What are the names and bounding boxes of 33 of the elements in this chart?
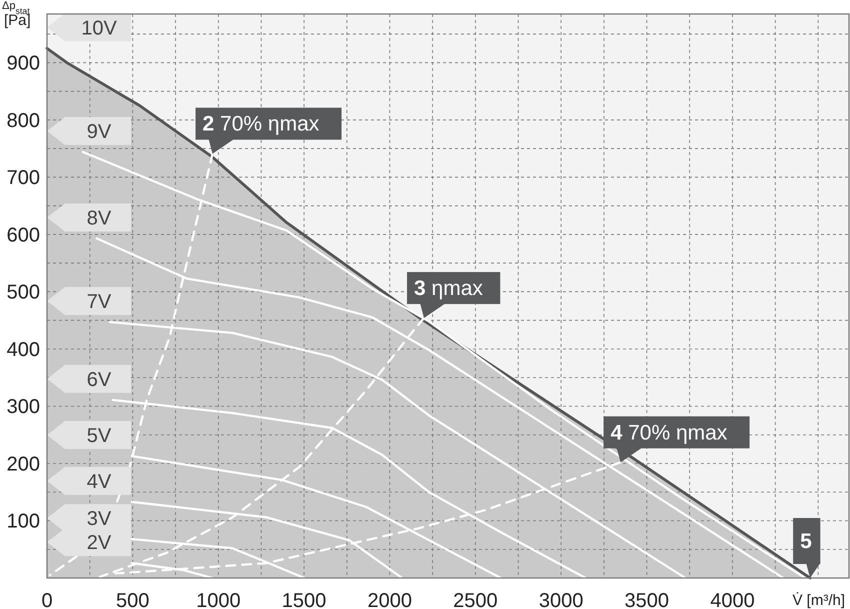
annotation: 3 ηmax — [414, 277, 484, 300]
series-label: 6V — [86, 368, 112, 391]
x-tick-label: 3500 — [624, 590, 670, 609]
x-tick-label: 2500 — [453, 590, 498, 609]
y-tick-label: 600 — [6, 224, 40, 246]
x-tick-label: 500 — [116, 590, 150, 609]
x-tick-label: 1500 — [282, 590, 326, 609]
x-tick-label: 3000 — [538, 590, 584, 609]
y-tick-label: 800 — [6, 110, 40, 132]
y-tick-label: 400 — [6, 338, 40, 361]
series-label: 5V — [86, 425, 112, 448]
annotation: 5 — [800, 530, 812, 553]
y-tick-label: 700 — [6, 167, 40, 190]
series-label: 7V — [86, 291, 112, 314]
annotation: 2 70% ηmax — [202, 112, 320, 136]
y-tick-label: 200 — [6, 453, 40, 476]
y-axis-title: Δp$_{stat}$ [Pa] — [2, 0, 31, 29]
x-axis-title: V̇ [m³/h] — [792, 592, 845, 609]
x-tick-label: 1000 — [196, 590, 241, 609]
x-tick-label: 0 — [41, 590, 53, 609]
y-tick-label: 100 — [6, 510, 40, 533]
annotation: 4 70% ηmax — [610, 421, 728, 444]
y-tick-label: 900 — [6, 52, 40, 75]
y-tick-label: 500 — [6, 282, 40, 304]
series-label: 4V — [86, 470, 112, 493]
series-label: 9V — [86, 120, 112, 143]
y-tick-label: 300 — [6, 396, 40, 418]
x-tick-label: 4000 — [710, 590, 755, 609]
x-tick-label: 2000 — [367, 590, 412, 609]
series-label: 10V — [81, 17, 118, 40]
series-label: 8V — [86, 207, 112, 230]
series-label: 2V — [86, 532, 112, 554]
series-label: 3V — [86, 508, 112, 530]
